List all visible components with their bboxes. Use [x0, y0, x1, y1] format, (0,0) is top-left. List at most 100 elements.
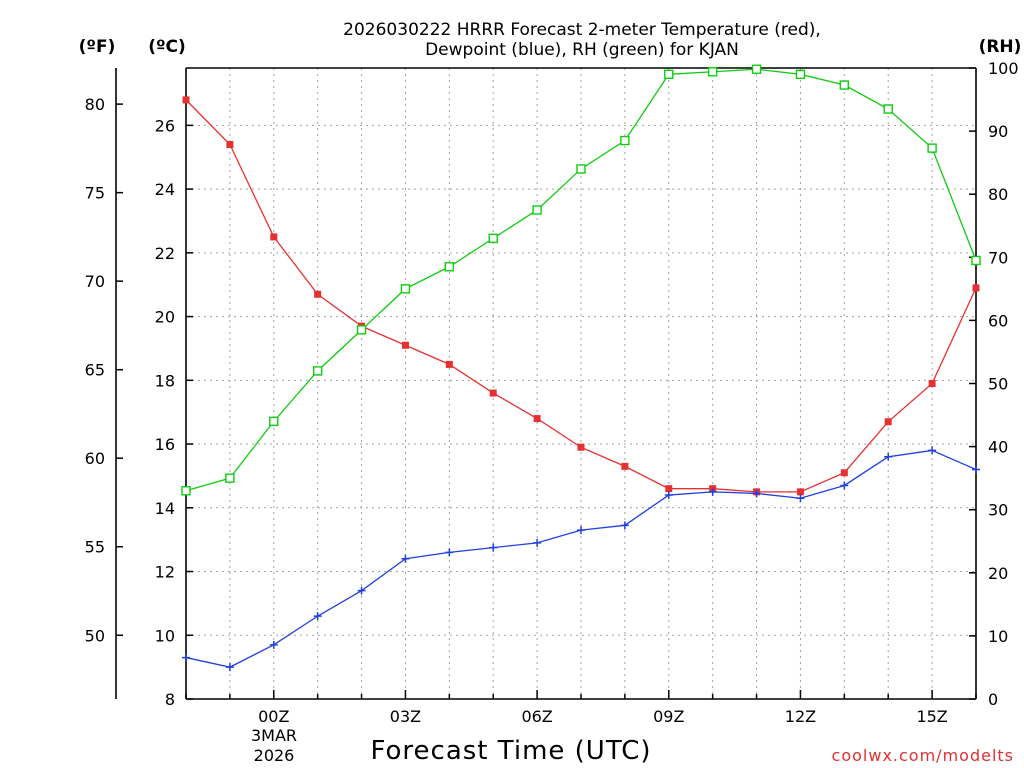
temperature-point	[445, 360, 453, 368]
rh-point	[839, 80, 850, 90]
rh-point	[971, 255, 981, 266]
fahrenheit-tick-label: 75	[85, 184, 105, 203]
fahrenheit-tick-label: 65	[85, 361, 105, 380]
rh-point	[664, 69, 674, 80]
dewpoint-point	[928, 446, 937, 455]
rh-tick-label: 70	[988, 248, 1008, 267]
rh-point	[356, 325, 367, 335]
source-credit: coolwx.com/modelts	[832, 746, 1014, 765]
fahrenheit-tick-label: 55	[85, 538, 105, 557]
data-series	[181, 64, 981, 672]
rh-point	[883, 104, 893, 114]
chart-title-line-1: 2026030222 HRRR Forecast 2-meter Tempera…	[343, 20, 821, 40]
temperature-point	[840, 469, 848, 477]
grid-lines	[186, 68, 976, 699]
dewpoint-point	[269, 640, 278, 649]
dewpoint-point	[357, 586, 366, 595]
fahrenheit-tick-label: 70	[85, 272, 105, 291]
rh-unit-label: (RH)	[979, 37, 1022, 57]
rh-tick-label: 80	[988, 185, 1008, 204]
dewpoint-point	[577, 526, 585, 535]
temperature-point	[972, 284, 980, 292]
temperature-point	[270, 233, 278, 241]
dewpoint-point	[401, 554, 410, 563]
rh-tick-label: 50	[988, 375, 1008, 394]
x-tick-label: 00Z	[258, 707, 289, 726]
temperature-point	[182, 96, 190, 104]
dewpoint-point	[840, 481, 849, 490]
dewpoint-point	[708, 487, 717, 496]
temperature-point	[577, 443, 585, 451]
dewpoint-point	[489, 543, 498, 552]
rh-point	[927, 143, 937, 153]
dewpoint-point	[533, 538, 542, 547]
dewpoint-point	[182, 653, 190, 662]
temperature-point	[401, 341, 409, 349]
fahrenheit-tick-label: 50	[85, 626, 105, 645]
dewpoint-point	[972, 465, 980, 474]
rh-tick-label: 0	[988, 690, 998, 709]
x-tick-label: 12Z	[785, 707, 816, 726]
x-tick-label: 15Z	[916, 707, 947, 726]
date-label-year: 2026	[254, 746, 295, 765]
rh-point	[225, 473, 235, 483]
celsius-tick-label: 16	[155, 435, 175, 454]
rh-line	[185, 68, 977, 492]
dewpoint-point	[445, 548, 454, 557]
celsius-tick-label: 22	[155, 244, 175, 263]
rh-tick-label: 20	[988, 564, 1008, 583]
rh-point	[269, 416, 279, 427]
rh-point	[576, 164, 586, 174]
rh-point	[620, 135, 630, 146]
temperature-point	[621, 462, 629, 470]
temperature-point	[533, 415, 541, 423]
x-tick-label: 06Z	[521, 707, 552, 726]
temperature-point	[884, 418, 892, 426]
rh-tick-label: 90	[988, 122, 1008, 141]
rh-point	[400, 284, 411, 294]
x-axis-label: Forecast Time (UTC)	[370, 736, 651, 766]
chart-title-line-2: Dewpoint (blue), RH (green) for KJAN	[425, 40, 739, 60]
celsius-tick-label: 20	[155, 308, 175, 327]
rh-point	[488, 233, 498, 244]
temperature-point	[796, 488, 804, 496]
rh-point	[795, 69, 806, 80]
celsius-tick-label: 12	[155, 563, 175, 582]
fahrenheit-unit-label: (ºF)	[79, 37, 116, 57]
dewpoint-point	[620, 521, 629, 530]
celsius-tick-label: 18	[155, 371, 175, 390]
celsius-unit-label: (ºC)	[148, 37, 186, 57]
rh-tick-label: 30	[988, 501, 1008, 520]
temperature-point	[665, 485, 673, 493]
dewpoint-point	[225, 663, 234, 672]
rh-tick-label: 100	[988, 59, 1019, 78]
celsius-tick-label: 24	[155, 180, 175, 199]
x-tick-label: 03Z	[390, 707, 421, 726]
x-tick-label: 09Z	[653, 707, 684, 726]
date-label-day: 3MAR	[251, 726, 297, 745]
rh-point	[707, 67, 718, 77]
fahrenheit-tick-label: 60	[85, 449, 105, 468]
rh-tick-label: 40	[988, 438, 1008, 457]
fahrenheit-tick-label: 80	[85, 95, 105, 114]
rh-point	[444, 262, 455, 272]
celsius-tick-label: 10	[155, 626, 175, 645]
rh-point	[751, 64, 762, 74]
dewpoint-point	[884, 452, 893, 461]
rh-point	[312, 366, 323, 376]
axes: 8 10 12 14 16 18 20 22 24 26 50 55 60 65 70 75 80 0 10 20 30…	[85, 59, 1019, 726]
celsius-tick-label: 14	[155, 499, 175, 518]
temperature-point	[928, 380, 936, 387]
temperature-point	[226, 140, 234, 148]
rh-point	[532, 205, 542, 215]
temperature-point	[489, 389, 497, 397]
temperature-point	[314, 290, 322, 298]
dewpoint-point	[313, 612, 322, 621]
celsius-tick-label: 8	[165, 690, 175, 709]
rh-tick-label: 10	[988, 627, 1008, 646]
rh-tick-label: 60	[988, 311, 1008, 330]
celsius-tick-label: 26	[155, 116, 175, 135]
dewpoint-point	[664, 491, 673, 500]
dewpoint-point	[752, 489, 761, 498]
